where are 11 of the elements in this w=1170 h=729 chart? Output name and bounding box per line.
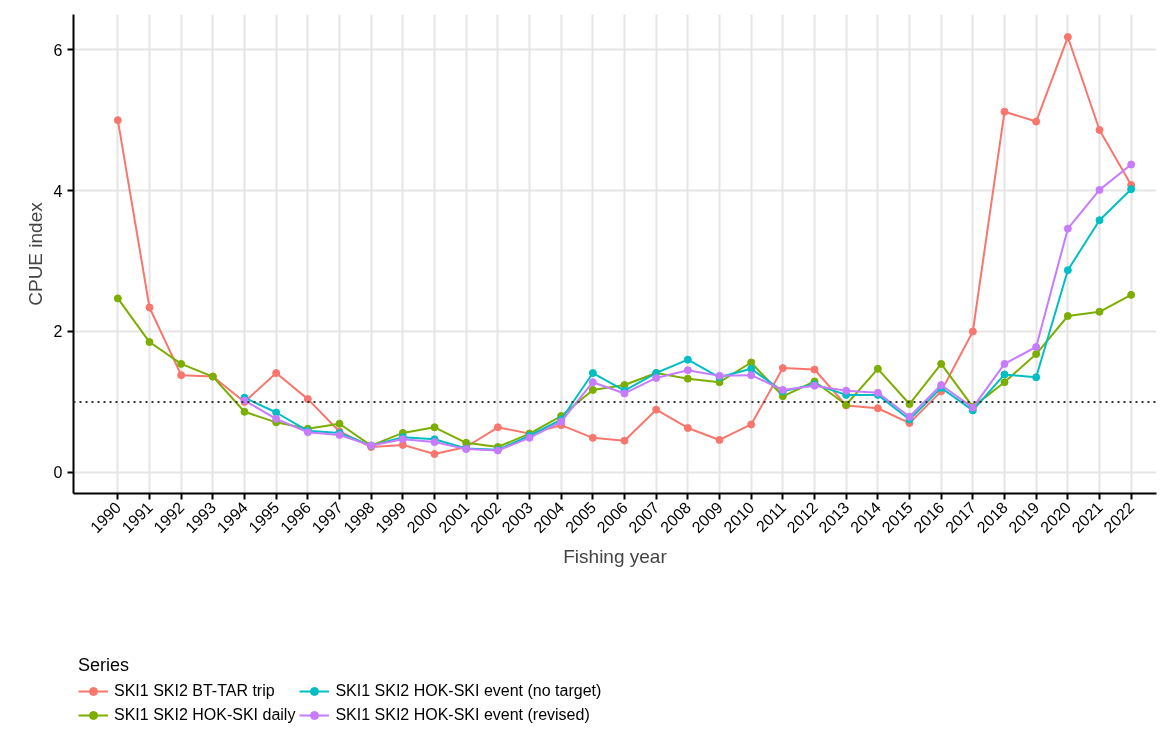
legend-label: SKI1 SKI2 HOK-SKI event (revised) — [335, 706, 590, 724]
y-tick-label: 2 — [53, 323, 63, 341]
y-tick-label: 0 — [53, 464, 63, 482]
legend-label: SKI1 SKI2 HOK-SKI event (no target) — [335, 682, 602, 700]
y-tick-label: 6 — [53, 41, 63, 59]
legend-title: Series — [78, 655, 131, 676]
x-axis-title: Fishing year — [563, 546, 668, 568]
y-axis-title: CPUE index — [24, 201, 46, 306]
legend-label: SKI1 SKI2 HOK-SKI daily — [114, 706, 296, 724]
y-tick-label: 4 — [53, 182, 63, 200]
legend-label: SKI1 SKI2 BT-TAR trip — [114, 682, 275, 700]
